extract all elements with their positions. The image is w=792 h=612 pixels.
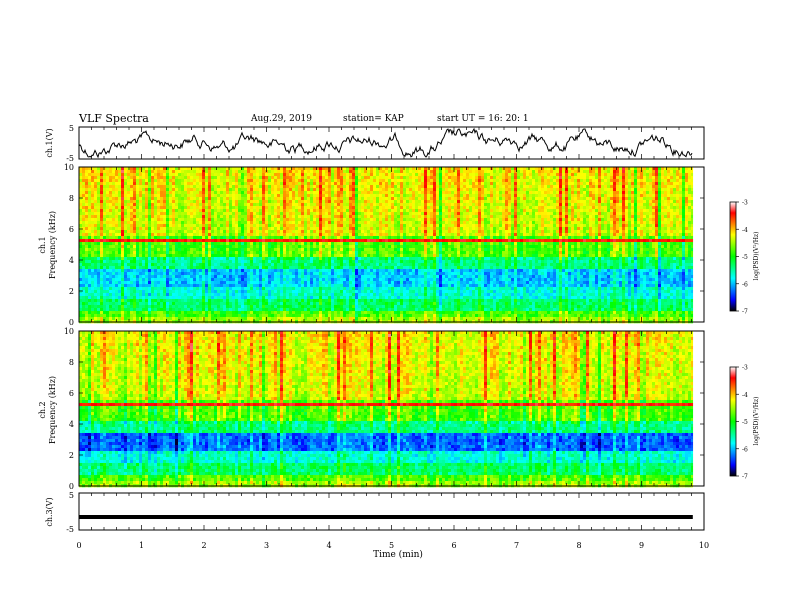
time-tick-label: 4 [326, 541, 331, 550]
colorbar-tick-label: -6 [742, 281, 748, 288]
colorbar-tick-label: -6 [742, 446, 748, 453]
time-tick-label: 8 [576, 541, 581, 550]
ch2-spectrogram-panel: 0 2 4 6 8 10 ch.2 Frequency (kHz) [38, 327, 705, 491]
frequency-tick-label: 4 [69, 256, 74, 265]
start-time-label: start UT = 16: 20: 1 [437, 114, 529, 124]
ch2-colorbar-label: log(PSD)(V²/Hz) [753, 397, 760, 446]
ch2-spectrogram-xticks [78, 331, 705, 486]
ch3-ytick-top: 5 [69, 491, 74, 500]
frequency-tick-label: 10 [64, 163, 74, 172]
ch1-waveform-ticks [78, 127, 705, 159]
frequency-tick-label: 10 [64, 327, 74, 336]
colorbar-tick-label: -7 [742, 474, 748, 481]
ch1-spectrogram-xticks [78, 167, 705, 322]
time-tick-label: 10 [699, 541, 709, 550]
ch3-waveform-panel: 5 -5 ch.3(V) [45, 491, 705, 534]
time-tick-label: 0 [76, 541, 81, 550]
ch1-colorbar: -3 -4 -5 -6 -7 log(PSD)(V²/Hz) [729, 200, 760, 316]
colorbar-tick-label: -5 [742, 419, 748, 426]
time-tick-label: 5 [389, 541, 394, 550]
date-label: Aug.29, 2019 [251, 114, 312, 124]
colorbar-tick-label: -4 [742, 392, 748, 399]
frequency-tick-label: 8 [69, 358, 74, 367]
ch2-spectrogram-yticks: 0 2 4 6 8 10 [64, 327, 704, 491]
time-tick-label: 3 [264, 541, 269, 550]
time-axis-label: Time (min) [373, 549, 423, 560]
ch2-spectrogram-ylabel-frequency: Frequency (kHz) [48, 376, 57, 444]
ch1-colorbar-label: log(PSD)(V²/Hz) [753, 232, 760, 281]
ch3-ytick-bottom: -5 [66, 525, 74, 534]
ch1-waveform-ylabel: ch.1(V) [45, 128, 54, 157]
time-tick-label: 1 [139, 541, 144, 550]
time-tick-label: 6 [451, 541, 456, 550]
ch2-colorbar: -3 -4 -5 -6 -7 log(PSD)(V²/Hz) [729, 365, 760, 481]
ch1-spectrogram-image [79, 167, 694, 324]
ch1-spectrogram-yticks: 0 2 4 6 8 10 [64, 163, 704, 327]
ch2-colorbar-gradient [729, 366, 737, 477]
frequency-tick-label: 4 [69, 420, 74, 429]
colorbar-tick-label: -3 [742, 365, 748, 372]
ch1-spectrogram-ylabel-frequency: Frequency (kHz) [48, 211, 57, 279]
ch1-ytick-bottom: -5 [66, 154, 74, 163]
time-tick-label: 7 [514, 541, 519, 550]
time-tick-label: 9 [639, 541, 644, 550]
ch1-waveform-panel: 5 -5 ch.1(V) [45, 124, 705, 163]
colorbar-tick-label: -7 [742, 309, 748, 316]
time-axis-ticklabels: 0 1 2 3 4 5 6 7 8 9 10 [76, 541, 709, 550]
frequency-tick-label: 2 [69, 451, 74, 460]
ch3-waveform-frame [78, 492, 705, 531]
frequency-tick-label: 6 [69, 389, 74, 398]
ch3-waveform-line [79, 515, 693, 519]
ch2-colorbar-ticks: -3 -4 -5 -6 -7 [736, 365, 748, 481]
time-tick-label: 2 [201, 541, 206, 550]
ch1-ytick-top: 5 [69, 124, 74, 133]
ch3-waveform-ticks [78, 493, 705, 530]
colorbar-tick-label: -5 [742, 254, 748, 261]
frequency-tick-label: 6 [69, 225, 74, 234]
ch1-spectrogram-ylabel-channel: ch.1 [38, 236, 47, 253]
ch2-spectrogram-ylabel-channel: ch.2 [38, 401, 47, 418]
colorbar-tick-label: -4 [742, 227, 748, 234]
frequency-tick-label: 0 [69, 318, 74, 327]
ch3-waveform-ylabel: ch.3(V) [45, 497, 54, 526]
ch1-colorbar-gradient [729, 201, 737, 312]
chart-title: VLF Spectra [79, 112, 149, 125]
colorbar-tick-label: -3 [742, 200, 748, 207]
ch2-spectrogram-image [79, 331, 694, 488]
station-label: station= KAP [343, 114, 404, 124]
ch1-colorbar-ticks: -3 -4 -5 -6 -7 [736, 200, 748, 316]
frequency-tick-label: 8 [69, 194, 74, 203]
ch1-waveform-line [78, 127, 693, 159]
frequency-tick-label: 2 [69, 287, 74, 296]
ch1-spectrogram-panel: 0 2 4 6 8 10 ch.1 Frequency (kHz) [38, 163, 705, 327]
frequency-tick-label: 0 [69, 482, 74, 491]
